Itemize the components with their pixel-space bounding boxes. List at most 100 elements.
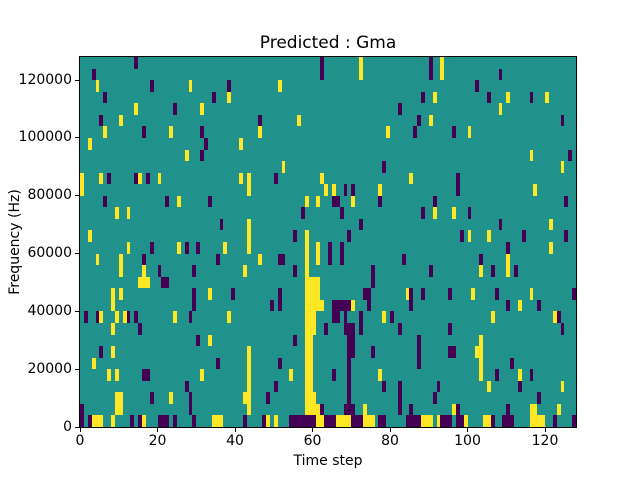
heatmap-cell-high — [238, 137, 243, 150]
heatmap-cell-high — [335, 415, 340, 427]
heatmap-cell-high — [498, 103, 503, 115]
heatmap-cell-low — [134, 311, 139, 323]
heatmap-cell-high — [452, 207, 456, 219]
heatmap-cell-low — [382, 161, 387, 173]
heatmap-cell-low — [347, 346, 352, 358]
heatmap-cell-high — [362, 403, 367, 416]
heatmap-cell-low — [421, 288, 425, 300]
heatmap-cell-low — [335, 311, 340, 323]
heatmap-cell-high — [366, 415, 371, 427]
heatmap-cell-high — [308, 346, 313, 358]
heatmap-cell-high — [308, 357, 313, 370]
heatmap-cell-low — [304, 415, 309, 427]
heatmap-cell-high — [312, 392, 317, 404]
heatmap-cell-high — [312, 288, 317, 300]
heatmap-cell-high — [215, 415, 220, 427]
heatmap-cell-high — [91, 415, 96, 427]
heatmap-cell-high — [424, 415, 429, 427]
heatmap-cell-high — [506, 91, 511, 104]
heatmap-cell-high — [479, 334, 483, 347]
heatmap-cell-high — [304, 380, 309, 393]
y-tick-label: 0 — [63, 418, 72, 435]
heatmap-cell-high — [227, 91, 232, 104]
heatmap-cell-low — [320, 403, 325, 416]
heatmap-cell-high — [533, 184, 538, 196]
heatmap-cell-high — [529, 149, 534, 162]
x-tick-label: 40 — [226, 433, 244, 449]
heatmap-cell-low — [99, 114, 104, 127]
heatmap-cell-low — [417, 114, 421, 127]
heatmap-cell-low — [343, 299, 348, 312]
heatmap-cell-low — [80, 415, 84, 427]
heatmap-cell-high — [273, 415, 278, 427]
heatmap-cell-low — [510, 357, 514, 370]
heatmap-cell-low — [359, 415, 363, 427]
heatmap-cell-low — [502, 415, 507, 427]
heatmap-cell-high — [304, 403, 309, 416]
heatmap-cell-high — [304, 288, 309, 300]
heatmap-cell-high — [118, 265, 123, 277]
heatmap-cell-high — [312, 322, 317, 335]
heatmap-cell-low — [328, 253, 332, 266]
heatmap-cell-low — [560, 114, 565, 127]
heatmap-cell-high — [362, 415, 367, 427]
heatmap-cell-high — [560, 161, 565, 173]
heatmap-cell-high — [188, 80, 193, 92]
heatmap-cell-high — [343, 415, 348, 427]
heatmap-cell-low — [455, 184, 460, 196]
heatmap-cell-high — [246, 392, 251, 404]
heatmap-cell-low — [409, 299, 414, 312]
heatmap-cell-low — [448, 322, 452, 335]
heatmap-cell-high — [339, 415, 344, 427]
heatmap-cell-low — [564, 195, 569, 208]
heatmap-cell-low — [145, 369, 150, 381]
heatmap-cell-low — [421, 207, 425, 219]
heatmap-cell-low — [405, 415, 410, 427]
heatmap-cell-high — [467, 126, 472, 138]
heatmap-cell-high — [490, 311, 495, 323]
heatmap-cell-high — [316, 276, 321, 289]
heatmap-cell-low — [521, 230, 526, 242]
heatmap-cell-low — [486, 91, 491, 104]
heatmap-cell-high — [436, 415, 441, 427]
heatmap-cell-low — [184, 242, 189, 254]
y-tick-label: 120000 — [18, 71, 72, 88]
heatmap-cell-low — [417, 357, 421, 370]
heatmap-cell-low — [552, 415, 557, 427]
heatmap-cell-low — [417, 346, 421, 358]
heatmap-cell-high — [331, 184, 336, 196]
heatmap-cell-low — [498, 68, 503, 81]
y-tick-label: 80000 — [27, 187, 72, 204]
plot-title: Predicted : Gma — [259, 33, 397, 53]
heatmap-cell-low — [142, 253, 146, 266]
heatmap-cell-high — [219, 415, 224, 427]
heatmap-cell-low — [459, 230, 464, 242]
heatmap-cell-low — [397, 392, 402, 404]
heatmap-cell-high — [475, 346, 480, 358]
heatmap-cell-low — [409, 415, 414, 427]
heatmap-cell-high — [304, 346, 309, 358]
heatmap-cell-low — [347, 380, 352, 393]
heatmap-cell-high — [486, 230, 491, 242]
heatmap-cell-low — [331, 415, 336, 427]
x-tick-mark — [312, 428, 313, 432]
x-tick-label: 80 — [381, 433, 399, 449]
heatmap-cell-high — [246, 172, 251, 185]
y-tick-label: 20000 — [27, 360, 72, 377]
x-tick-mark — [234, 428, 236, 432]
heatmap-cell-low — [145, 172, 150, 185]
y-tick-label: 100000 — [18, 129, 72, 146]
heatmap-cell-low — [351, 184, 356, 196]
heatmap-cell-low — [142, 126, 146, 138]
heatmap-cell-high — [351, 299, 356, 312]
heatmap-cell-high — [304, 322, 309, 335]
heatmap-cell-high — [359, 68, 363, 81]
heatmap-cell-low — [413, 126, 418, 138]
heatmap-cell-low — [192, 288, 197, 300]
heatmap-cell-high — [304, 230, 309, 242]
heatmap-cell-high — [308, 403, 313, 416]
heatmap-cell-high — [142, 265, 146, 277]
heatmap-cell-high — [316, 242, 321, 254]
heatmap-cell-high — [258, 126, 263, 138]
x-tick-label: 20 — [148, 433, 167, 449]
